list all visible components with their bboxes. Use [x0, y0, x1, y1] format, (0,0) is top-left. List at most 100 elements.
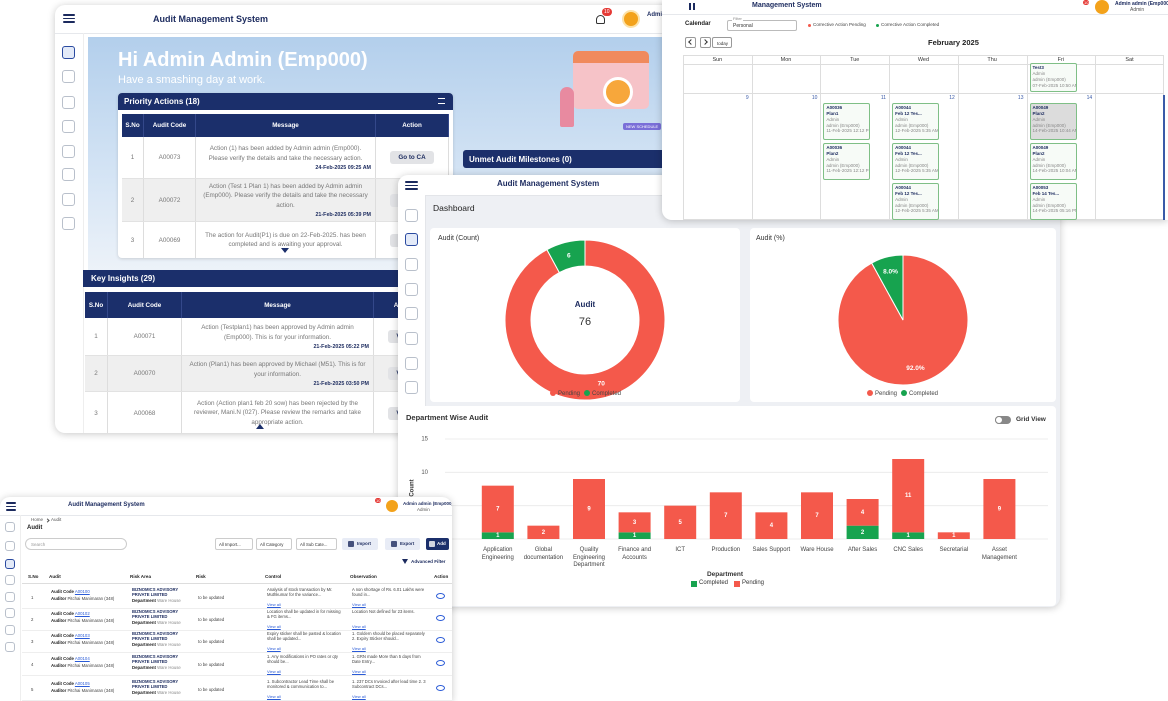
- view-all-link[interactable]: View all: [267, 646, 281, 651]
- view-all-link[interactable]: View all: [352, 602, 366, 607]
- bar-segment: [664, 505, 697, 539]
- nav-icon[interactable]: [62, 145, 75, 158]
- view-all-link[interactable]: View all: [267, 602, 281, 607]
- notification-badge: 10: [375, 498, 382, 503]
- nav-icon[interactable]: [405, 307, 418, 320]
- view-icon[interactable]: [436, 615, 445, 621]
- nav-icon[interactable]: [5, 541, 15, 551]
- nav-icon[interactable]: [405, 233, 418, 246]
- audit-code-line: Audit Code A00104: [51, 656, 90, 661]
- field-label: Audit Code: [51, 633, 74, 638]
- scroll-up[interactable]: [256, 424, 264, 429]
- view-icon[interactable]: [436, 637, 445, 643]
- nav-icon[interactable]: [5, 608, 15, 618]
- menu-bar: [405, 181, 418, 183]
- nav-icon[interactable]: [62, 120, 75, 133]
- department-line: Department Ware House: [132, 620, 181, 625]
- nav-icon[interactable]: [62, 46, 75, 59]
- bar-segment: [846, 525, 879, 539]
- toggle[interactable]: [995, 416, 1011, 424]
- view-icon[interactable]: [436, 685, 445, 691]
- advanced-filter[interactable]: Advanced Filter: [411, 559, 446, 564]
- nav-icon[interactable]: [405, 209, 418, 222]
- audit-code-link[interactable]: A00104: [74, 656, 90, 661]
- page-heading: Audit: [27, 525, 43, 531]
- nav-icon[interactable]: [62, 70, 75, 83]
- column-header: Audit Code: [144, 114, 196, 137]
- audit-code-link[interactable]: A00100: [74, 589, 90, 594]
- audit-code-link[interactable]: A00105: [74, 681, 90, 686]
- nav-icon[interactable]: [5, 642, 15, 652]
- event-card[interactable]: Test3 Admin admin (Emp000) 07-Feb-2025 10:5…: [1029, 63, 1077, 92]
- today-button[interactable]: today: [712, 37, 732, 48]
- event-card[interactable]: A00044 Feb 12 Tes... Admin admin (Emp000) 12…: [892, 183, 940, 220]
- column-header: Action: [376, 114, 449, 137]
- nav-icon[interactable]: [405, 283, 418, 296]
- event-code: A00036: [826, 105, 843, 110]
- date-number: 12: [949, 95, 955, 101]
- nav-icon[interactable]: [62, 96, 75, 109]
- view-all-link[interactable]: View all: [352, 669, 366, 674]
- legend-marker: [550, 390, 556, 396]
- filter-select[interactable]: All Sub Cate...: [296, 538, 337, 550]
- view-all-link[interactable]: View all: [267, 624, 281, 629]
- slice-label: 8.0%: [883, 268, 898, 275]
- view-all-link[interactable]: View all: [267, 694, 281, 699]
- nav-icon[interactable]: [405, 258, 418, 271]
- filter-select[interactable]: All Category: [256, 538, 292, 550]
- event-card[interactable]: A00053 Feb 14 Tes... Admin admin (Emp000) 14…: [1029, 183, 1077, 220]
- filter-select[interactable]: Personal: [727, 20, 797, 31]
- auditor-name: Pitchai Manimaran (348): [67, 596, 115, 601]
- control: Location shall be updated in for missing…: [267, 609, 341, 619]
- view-icon[interactable]: [436, 593, 445, 599]
- action-button[interactable]: Go to CA: [390, 151, 434, 164]
- calendar-window: Management System 10 Admin admin (Emp000) A…: [662, 0, 1168, 220]
- audit-code: A00070: [108, 356, 182, 391]
- action-button[interactable]: Import: [342, 538, 378, 550]
- bar-value-label: 7: [496, 507, 500, 513]
- view-all-link[interactable]: View all: [352, 694, 366, 699]
- nav-icon[interactable]: [405, 357, 418, 370]
- nav-icon[interactable]: [5, 559, 15, 569]
- view-all-link[interactable]: View all: [267, 669, 281, 674]
- view-all-link[interactable]: View all: [352, 646, 366, 651]
- action-button[interactable]: Export: [385, 538, 420, 550]
- event-card[interactable]: A00036 Plan1 Admin admin (Emp000) 11-Feb-202…: [823, 103, 871, 140]
- search-box[interactable]: Search: [25, 538, 127, 550]
- button-label: Export: [400, 541, 415, 546]
- weekday: Wed: [917, 57, 930, 63]
- nav-icon[interactable]: [5, 575, 15, 585]
- y-axis-title: Count: [410, 479, 416, 496]
- event-card[interactable]: A00044 Feb 12 Tes... Admin admin (Emp000) 12…: [892, 103, 940, 140]
- view-all-link[interactable]: View all: [352, 624, 366, 629]
- scroll-down[interactable]: [281, 248, 289, 253]
- filter-select[interactable]: All Import...: [215, 538, 253, 550]
- action-button[interactable]: Add: [426, 538, 449, 550]
- nav-icon[interactable]: [5, 625, 15, 635]
- field-label: Auditor: [51, 688, 67, 693]
- table-row: 2 A00072 Action (Test 1 Plan 1) has been a…: [122, 179, 449, 222]
- nav-icon[interactable]: [405, 332, 418, 345]
- nav-icon[interactable]: [62, 217, 75, 230]
- event-card[interactable]: A00049 Plan2 Admin admin (Emp000) 14-Feb-202…: [1029, 143, 1077, 180]
- bar-segment: [481, 532, 514, 539]
- top-bar: [0, 497, 452, 516]
- nav-icon[interactable]: [5, 522, 15, 532]
- view-icon[interactable]: [436, 660, 445, 666]
- list-icon[interactable]: [438, 98, 445, 104]
- nav-button[interactable]: [685, 37, 696, 48]
- nav-button[interactable]: [700, 37, 711, 48]
- bar-value-label: 5: [679, 520, 683, 526]
- nav-icon[interactable]: [405, 381, 418, 394]
- nav-icon[interactable]: [62, 168, 75, 181]
- field-label: Auditor: [51, 596, 67, 601]
- nav-icon[interactable]: [5, 592, 15, 602]
- event-card[interactable]: A00036 Plan2 Admin admin (Emp000) 11-Feb-202…: [823, 143, 871, 180]
- bar-value-label: 4: [861, 510, 865, 516]
- event-card[interactable]: A00049 Plan2 Admin admin (Emp000) 14-Feb-202…: [1029, 103, 1077, 140]
- audit-code-link[interactable]: A00102: [74, 611, 90, 616]
- event-card[interactable]: A00044 Feb 12 Tes... Admin admin (Emp000) 12…: [892, 143, 940, 180]
- audit-code-link[interactable]: A00103: [74, 633, 90, 638]
- nav-icon[interactable]: [62, 193, 75, 206]
- column-header: Action: [434, 574, 449, 579]
